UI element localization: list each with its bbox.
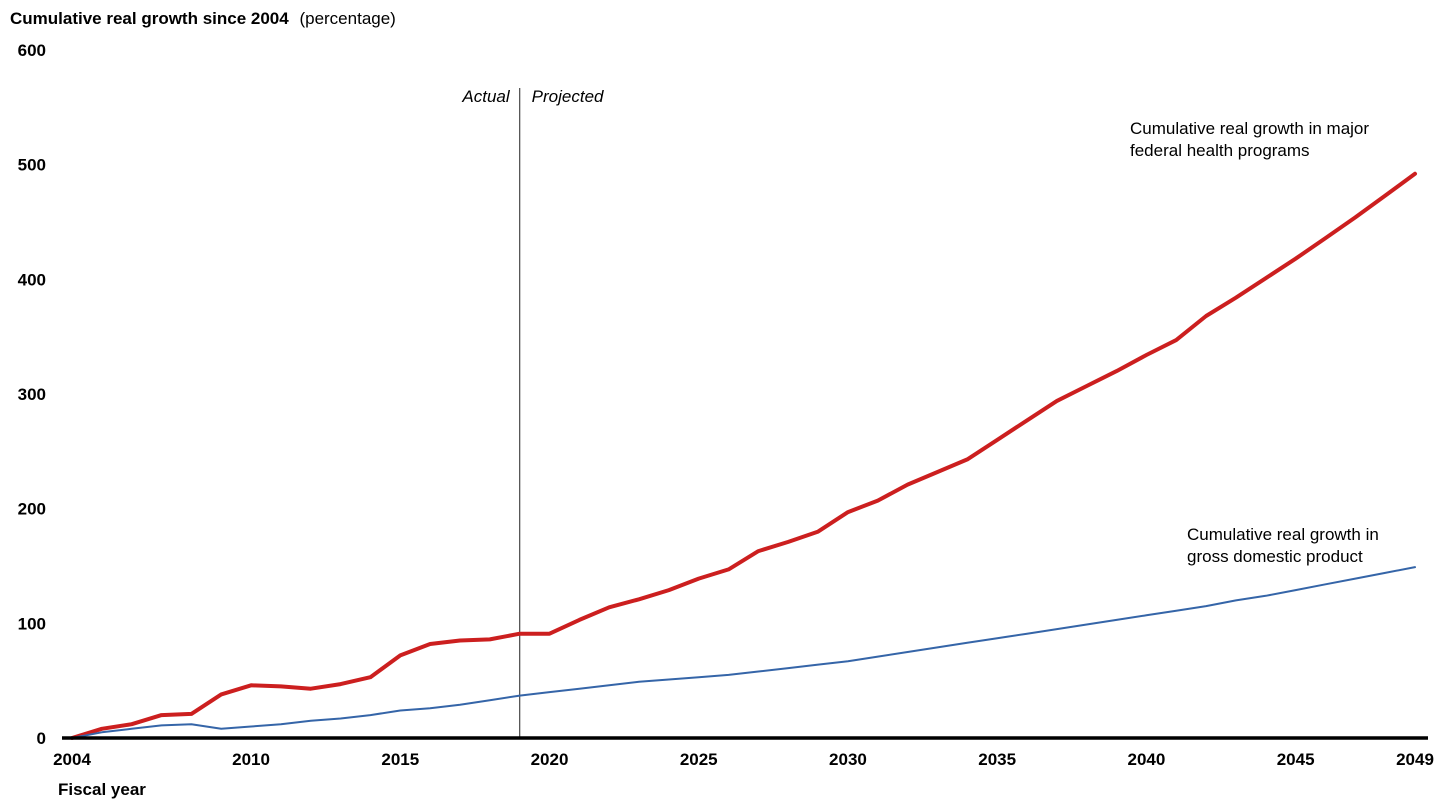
- actual-projected-divider: Actual Projected: [461, 87, 604, 738]
- x-tick-label: 2010: [232, 750, 270, 769]
- y-tick-label: 500: [18, 156, 46, 175]
- y-tick-label: 400: [18, 270, 46, 289]
- x-tick-label: 2049: [1396, 750, 1434, 769]
- series-label-line: gross domestic product: [1187, 547, 1363, 566]
- y-tick-label: 0: [37, 729, 46, 748]
- series-label-line: Cumulative real growth in: [1187, 525, 1379, 544]
- series-label-0: Cumulative real growth in major federal h…: [1130, 119, 1369, 160]
- x-tick-label: 2015: [381, 750, 419, 769]
- y-tick-label: 200: [18, 500, 46, 519]
- x-tick-label: 2025: [680, 750, 718, 769]
- x-tick-label: 2020: [531, 750, 569, 769]
- x-tick-label: 2004: [53, 750, 91, 769]
- series-label-line: Cumulative real growth in major: [1130, 119, 1369, 138]
- series-line-0: [70, 171, 1417, 740]
- chart-title-main: Cumulative real growth since 2004: [10, 9, 289, 28]
- series-lines: [70, 171, 1417, 740]
- x-tick-label: 2045: [1277, 750, 1315, 769]
- series-line-1: [71, 566, 1416, 739]
- series-label-1: Cumulative real growth in gross domestic …: [1187, 525, 1379, 566]
- divider-label-projected: Projected: [532, 87, 604, 106]
- series-labels: Cumulative real growth in major federal h…: [1130, 119, 1379, 566]
- x-tick-label: 2040: [1127, 750, 1165, 769]
- divider-label-actual: Actual: [461, 87, 510, 106]
- y-tick-label: 600: [18, 41, 46, 60]
- x-tick-label: 2035: [978, 750, 1016, 769]
- x-axis-label: Fiscal year: [58, 780, 146, 799]
- chart-title: Cumulative real growth since 2004 (perce…: [10, 9, 396, 28]
- x-tick-label: 2030: [829, 750, 867, 769]
- y-axis-ticks: 0 100 200 300 400 500 600: [18, 41, 46, 748]
- chart-title-unit: (percentage): [299, 9, 395, 28]
- y-tick-label: 300: [18, 385, 46, 404]
- x-axis-ticks: 2004 2010 2015 2020 2025 2030 2035 2040 2045 2049: [53, 750, 1434, 769]
- series-label-line: federal health programs: [1130, 141, 1310, 160]
- y-tick-label: 100: [18, 614, 46, 633]
